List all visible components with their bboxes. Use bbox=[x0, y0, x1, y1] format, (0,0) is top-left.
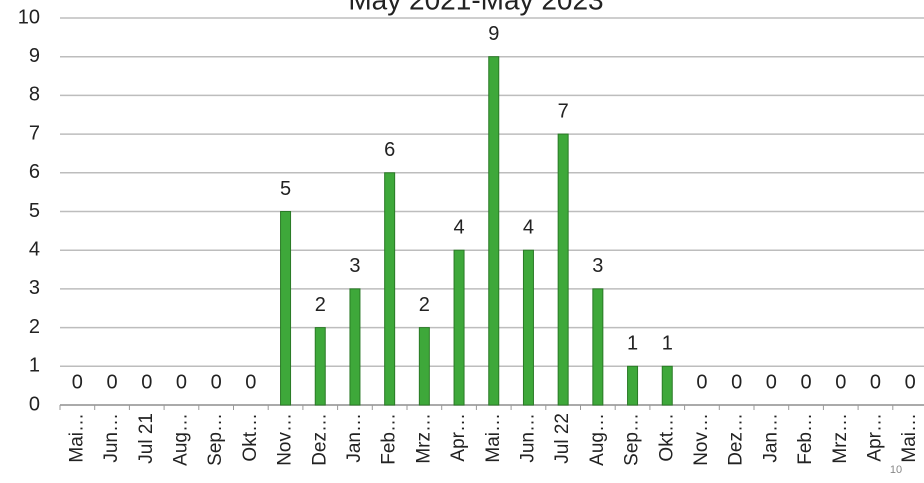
x-tick-label: Jan… bbox=[760, 413, 781, 463]
data-label: 3 bbox=[349, 255, 360, 277]
data-label: 0 bbox=[835, 371, 846, 393]
data-label: 6 bbox=[384, 139, 395, 161]
data-label: 0 bbox=[176, 371, 187, 393]
x-tick-label: Jul 22 bbox=[552, 413, 573, 464]
x-tick-label: Sep… bbox=[205, 413, 226, 466]
bar bbox=[280, 211, 292, 406]
chart-title: May 2021-May 2023 bbox=[348, 0, 603, 15]
data-label: 0 bbox=[766, 371, 777, 393]
bar bbox=[488, 56, 500, 406]
x-tick-label: Dez… bbox=[726, 413, 747, 466]
data-label: 0 bbox=[731, 371, 742, 393]
data-label: 4 bbox=[523, 216, 534, 238]
data-label: 0 bbox=[696, 371, 707, 393]
page-number: 10 bbox=[890, 464, 902, 476]
x-tick-label: Aug… bbox=[587, 413, 608, 466]
x-tick-label: Aug… bbox=[170, 413, 191, 466]
y-tick-label: 3 bbox=[29, 277, 40, 299]
y-tick-label: 8 bbox=[29, 84, 40, 106]
x-tick-label: Mrz… bbox=[830, 413, 851, 464]
data-label: 9 bbox=[488, 23, 499, 45]
x-tick-label: Sep… bbox=[622, 413, 643, 466]
y-tick-label: 10 bbox=[18, 6, 40, 28]
x-tick-label: Mai… bbox=[899, 413, 920, 463]
data-label: 3 bbox=[592, 255, 603, 277]
x-tick-label: Jun… bbox=[517, 413, 538, 463]
data-label: 1 bbox=[627, 333, 638, 355]
x-tick-label: Apr… bbox=[448, 413, 469, 462]
y-tick-label: 9 bbox=[29, 45, 40, 67]
x-tick-label: Jul 21 bbox=[136, 413, 157, 464]
y-tick-label: 0 bbox=[29, 393, 40, 415]
data-label: 0 bbox=[905, 371, 916, 393]
y-tick-label: 4 bbox=[29, 238, 40, 260]
data-label: 7 bbox=[558, 100, 569, 122]
y-tick-label: 2 bbox=[29, 316, 40, 338]
bar bbox=[453, 249, 465, 406]
x-tick-label: Nov… bbox=[691, 413, 712, 466]
x-tick-label: Nov… bbox=[275, 413, 296, 466]
data-label: 4 bbox=[453, 216, 464, 238]
bar bbox=[627, 365, 639, 406]
data-label: 2 bbox=[315, 294, 326, 316]
data-label: 0 bbox=[211, 371, 222, 393]
y-tick-label: 6 bbox=[29, 161, 40, 183]
y-tick-label: 5 bbox=[29, 200, 40, 222]
x-tick-label: Feb… bbox=[379, 413, 400, 465]
bar bbox=[592, 288, 604, 406]
data-label: 0 bbox=[141, 371, 152, 393]
data-label: 0 bbox=[106, 371, 117, 393]
bar bbox=[314, 327, 326, 406]
data-label: 0 bbox=[870, 371, 881, 393]
data-label: 1 bbox=[662, 333, 673, 355]
data-label: 0 bbox=[245, 371, 256, 393]
bar bbox=[349, 288, 361, 406]
bar bbox=[418, 327, 430, 406]
x-tick-label: Jan… bbox=[344, 413, 365, 463]
y-tick-label: 1 bbox=[29, 355, 40, 377]
data-label: 5 bbox=[280, 178, 291, 200]
y-tick-label: 7 bbox=[29, 122, 40, 144]
bar bbox=[522, 249, 534, 406]
x-tick-label: Apr… bbox=[864, 413, 885, 462]
bar bbox=[661, 365, 673, 406]
data-label: 2 bbox=[419, 294, 430, 316]
x-tick-label: Dez… bbox=[309, 413, 330, 466]
bar bbox=[557, 133, 569, 406]
data-label: 0 bbox=[800, 371, 811, 393]
x-tick-label: Mai… bbox=[66, 413, 87, 463]
x-tick-label: Jun… bbox=[101, 413, 122, 463]
x-tick-label: Mrz… bbox=[413, 413, 434, 464]
data-label: 0 bbox=[72, 371, 83, 393]
x-tick-label: Mai… bbox=[483, 413, 504, 463]
x-tick-label: Okt… bbox=[656, 413, 677, 462]
x-tick-label: Feb… bbox=[795, 413, 816, 465]
bar bbox=[384, 172, 396, 406]
x-tick-label: Okt… bbox=[240, 413, 261, 462]
